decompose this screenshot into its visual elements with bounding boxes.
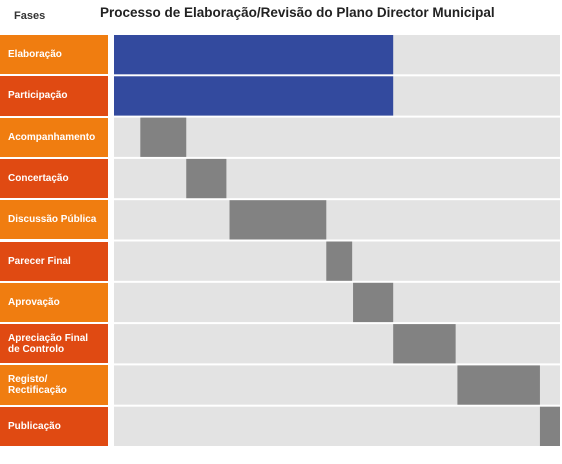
phase-label: Discussão Pública <box>0 200 108 240</box>
task-bar <box>457 365 540 405</box>
timeline-track <box>114 200 560 240</box>
timeline-track <box>114 406 560 446</box>
phase-label-text: Acompanhamento <box>8 131 96 143</box>
phase-label-text: Apreciação Final de Controlo <box>8 332 89 355</box>
timeline-track <box>114 324 560 364</box>
phase-label-text: Participação <box>8 90 68 102</box>
phase-label-text: Discussão Pública <box>8 214 97 226</box>
timeline-track <box>114 158 560 199</box>
phase-label: Participação <box>0 76 108 116</box>
phases-column-header: Fases <box>14 10 46 22</box>
task-bar <box>393 324 456 364</box>
task-bar <box>229 200 327 240</box>
phase-label-text: Concertação <box>8 173 69 185</box>
timeline-track <box>114 282 560 323</box>
phase-label: Registo/ Rectificação <box>0 365 108 405</box>
phase-label-text: Aprovação <box>8 296 60 308</box>
phase-label: Elaboração <box>0 35 108 75</box>
phase-label-text: Publicação <box>8 420 61 432</box>
task-bar <box>186 158 227 199</box>
phase-label: Publicação <box>0 406 108 446</box>
phase-label: Aprovação <box>0 282 108 323</box>
chart-title: Processo de Elaboração/Revisão do Plano … <box>100 5 495 20</box>
phase-label-text: Registo/ Rectificação <box>8 374 67 397</box>
phase-label-text: Parecer Final <box>8 255 71 267</box>
phase-label-text: Elaboração <box>8 49 62 61</box>
task-bar <box>539 406 560 446</box>
phase-label: Apreciação Final de Controlo <box>0 324 108 364</box>
task-bar <box>140 117 187 157</box>
task-bar <box>114 76 394 116</box>
phase-label: Parecer Final <box>0 241 108 281</box>
task-bar <box>353 282 394 323</box>
task-bar <box>326 241 353 281</box>
task-bar <box>114 35 394 75</box>
phase-label: Acompanhamento <box>0 117 108 157</box>
timeline-track <box>114 117 560 157</box>
phase-label: Concertação <box>0 158 108 199</box>
